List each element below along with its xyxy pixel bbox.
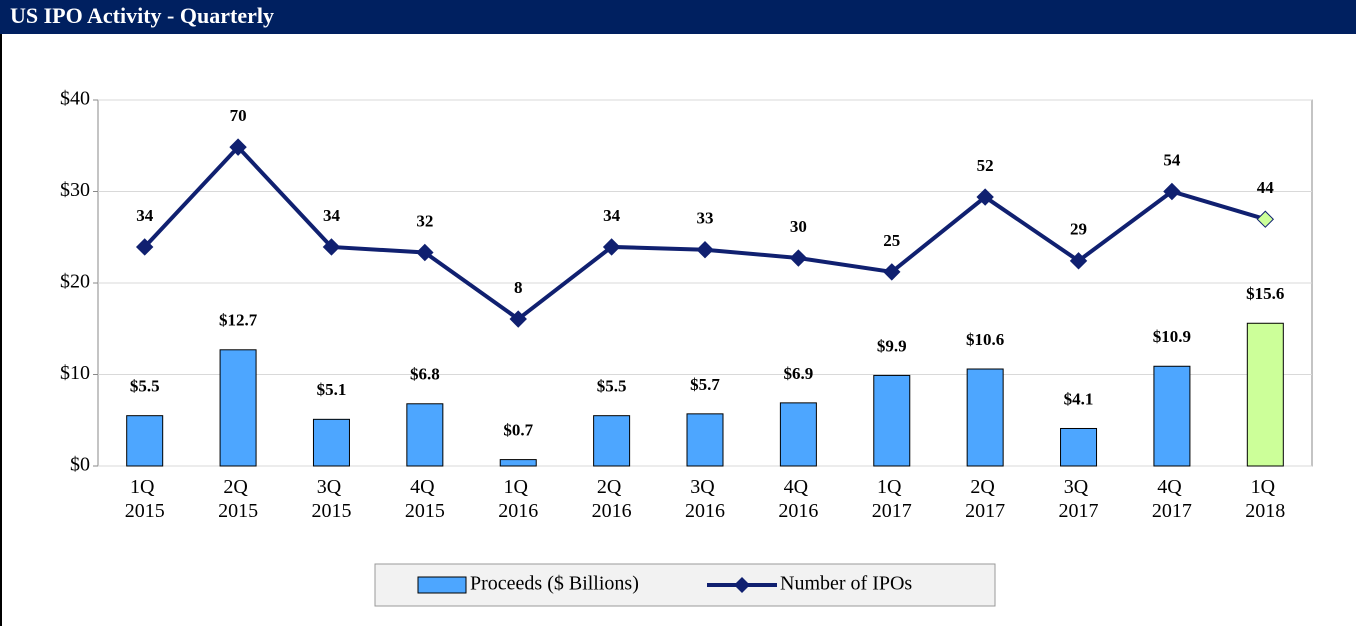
legend-swatch <box>734 577 750 593</box>
x-tick-label: 2Q 2015 <box>218 476 258 522</box>
bar <box>686 413 724 467</box>
bar <box>1246 322 1284 467</box>
y-tick-label: $40 <box>60 88 90 110</box>
data-label: 44 <box>1257 178 1275 197</box>
bar <box>219 349 257 467</box>
bar <box>499 459 537 467</box>
data-label: $5.5 <box>597 377 627 396</box>
bar <box>406 403 444 467</box>
x-tick-label: 1Q 2016 <box>498 476 538 522</box>
legend-label: Number of IPOs <box>780 573 912 595</box>
marker <box>976 188 994 206</box>
x-tick-label: 4Q 2016 <box>778 476 818 522</box>
data-label: $5.5 <box>130 377 160 396</box>
marker <box>509 310 527 328</box>
data-label: $15.6 <box>1246 284 1284 303</box>
marker <box>135 238 154 256</box>
bar <box>312 418 350 467</box>
x-tick-label: 2Q 2016 <box>592 476 632 522</box>
data-label: 70 <box>230 106 247 125</box>
x-tick-label: 1Q 2018 <box>1245 476 1285 522</box>
data-label: 34 <box>603 206 621 225</box>
bar <box>1153 365 1191 467</box>
marker <box>1069 252 1088 270</box>
data-label: $5.1 <box>317 380 347 399</box>
data-label: 33 <box>697 209 714 228</box>
data-label: $9.9 <box>877 336 907 355</box>
bar <box>779 402 817 467</box>
data-label: $10.9 <box>1153 327 1191 346</box>
title-bar <box>0 0 1356 34</box>
x-tick-label: 3Q 2017 <box>1059 476 1099 522</box>
y-tick-label: $0 <box>70 454 90 476</box>
data-label: 34 <box>136 206 154 225</box>
line <box>143 144 1266 322</box>
data-label: 29 <box>1070 220 1087 239</box>
bar <box>1060 427 1098 467</box>
data-label: $12.7 <box>219 311 258 330</box>
marker <box>789 249 808 267</box>
data-label: $6.9 <box>784 364 814 383</box>
data-label: $4.1 <box>1064 389 1094 408</box>
data-label: 32 <box>416 211 433 230</box>
data-label: 25 <box>883 231 900 250</box>
marker <box>602 238 621 256</box>
marker <box>229 138 247 156</box>
data-label: $5.7 <box>690 375 720 394</box>
y-tick-label: $30 <box>60 179 90 201</box>
x-tick-label: 3Q 2015 <box>311 476 351 522</box>
x-tick-label: 4Q 2015 <box>405 476 445 522</box>
bar <box>966 368 1004 467</box>
marker <box>416 243 434 262</box>
bar <box>873 374 911 467</box>
marker <box>883 263 901 281</box>
y-tick-label: $10 <box>60 362 90 384</box>
data-label: $10.6 <box>966 330 1004 349</box>
marker <box>696 241 714 259</box>
chart-title: US IPO Activity - Quarterly <box>10 3 274 28</box>
x-tick-label: 4Q 2017 <box>1152 476 1192 522</box>
bar <box>126 415 164 467</box>
x-tick-label: 1Q 2015 <box>125 476 165 522</box>
data-label: 8 <box>514 278 523 297</box>
data-label: 52 <box>977 156 994 175</box>
data-label: $0.7 <box>503 421 533 440</box>
legend-label: Proceeds ($ Billions) <box>470 573 639 595</box>
legend-box <box>374 563 996 607</box>
y-tick-label: $20 <box>60 271 90 293</box>
data-label: 34 <box>323 206 341 225</box>
marker <box>1163 182 1181 201</box>
legend-swatch <box>417 576 467 594</box>
data-label: 30 <box>790 217 807 236</box>
marker <box>322 238 341 256</box>
x-tick-label: 2Q 2017 <box>965 476 1005 522</box>
data-label: 54 <box>1163 150 1181 169</box>
x-tick-label: 3Q 2016 <box>685 476 725 522</box>
x-tick-label: 1Q 2017 <box>872 476 912 522</box>
marker <box>1256 210 1275 228</box>
data-label: $6.8 <box>410 365 440 384</box>
bar <box>593 415 631 467</box>
